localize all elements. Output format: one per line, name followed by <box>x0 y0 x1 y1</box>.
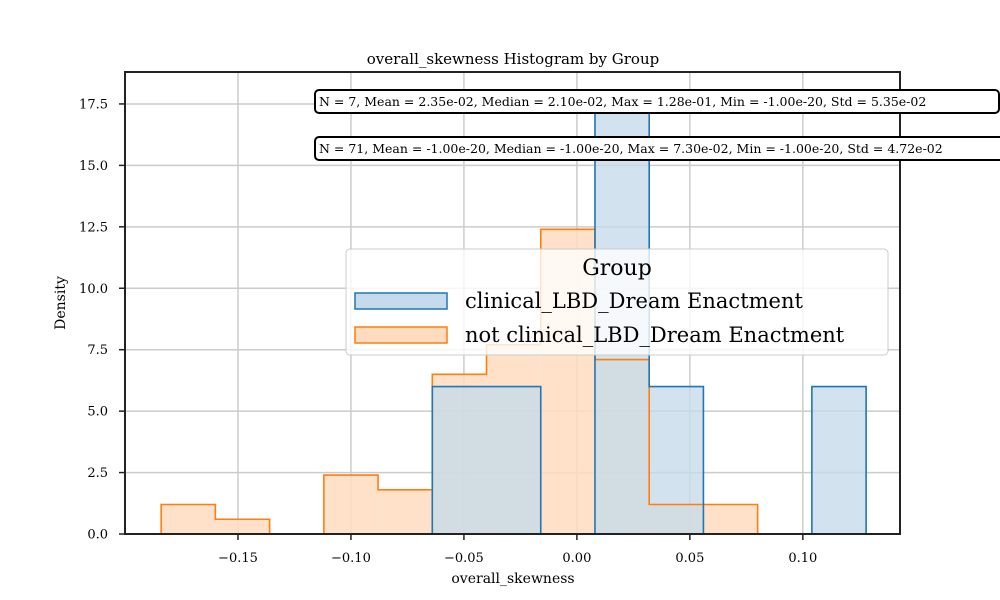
y-axis-label: Density <box>53 276 69 330</box>
histogram-bar-not-clinical <box>323 475 379 534</box>
x-tick-label: −0.05 <box>444 551 484 566</box>
legend-swatch-clinical <box>354 292 448 310</box>
histogram-bar-not-clinical <box>215 519 270 534</box>
histogram-bar-clinical <box>649 386 704 534</box>
legend-box <box>345 248 889 356</box>
x-tick-label: 0.00 <box>562 551 591 566</box>
y-tick-label: 12.5 <box>79 220 108 235</box>
legend-label-clinical: clinical_LBD_Dream Enactment <box>465 289 803 313</box>
x-tick-label: 0.05 <box>675 551 704 566</box>
histogram-bar-not-clinical <box>378 489 433 534</box>
y-tick-label: 2.5 <box>87 466 108 481</box>
chart-title: overall_skewness Histogram by Group <box>367 50 659 68</box>
x-tick-label: −0.10 <box>331 551 371 566</box>
legend-swatch-not-clinical <box>354 326 448 344</box>
y-tick-label: 7.5 <box>87 343 108 358</box>
y-tick-label: 10.0 <box>79 282 108 297</box>
histogram-bar-clinical <box>811 386 867 534</box>
legend-title: Group <box>582 256 652 281</box>
histogram-bar-clinical <box>432 386 487 534</box>
x-axis-label: overall_skewness <box>451 571 574 587</box>
y-tick-label: 0.0 <box>87 528 108 543</box>
stats-annotation-1-text: N = 7, Mean = 2.35e-02, Median = 2.10e-0… <box>319 94 926 109</box>
histogram-outline-clinical <box>431 93 867 534</box>
x-tick-label: 0.10 <box>788 551 817 566</box>
legend: Group clinical_LBD_Dream Enactment not c… <box>345 248 889 356</box>
histogram-bar-not-clinical <box>161 504 216 534</box>
axis-ticks: −0.15 −0.10 −0.05 0.00 0.05 0.10 0.0 2.5 5.0 7.5 1… <box>79 97 817 566</box>
histogram-bars <box>160 93 867 535</box>
stats-annotation-2-text: N = 71, Mean = -1.00e-20, Median = -1.00… <box>319 141 943 156</box>
histogram-bar-clinical <box>486 386 541 534</box>
y-tick-label: 5.0 <box>87 405 108 420</box>
stats-annotation-1: N = 7, Mean = 2.35e-02, Median = 2.10e-0… <box>314 89 1000 114</box>
legend-label-not-clinical: not clinical_LBD_Dream Enactment <box>465 323 845 347</box>
histogram-bar-not-clinical <box>703 504 758 534</box>
stats-annotation-2: N = 71, Mean = -1.00e-20, Median = -1.00… <box>314 136 1000 161</box>
y-tick-label: 17.5 <box>79 97 108 112</box>
plot-frame <box>124 71 901 535</box>
y-tick-label: 15.0 <box>79 159 108 174</box>
x-tick-label: −0.15 <box>218 551 258 566</box>
